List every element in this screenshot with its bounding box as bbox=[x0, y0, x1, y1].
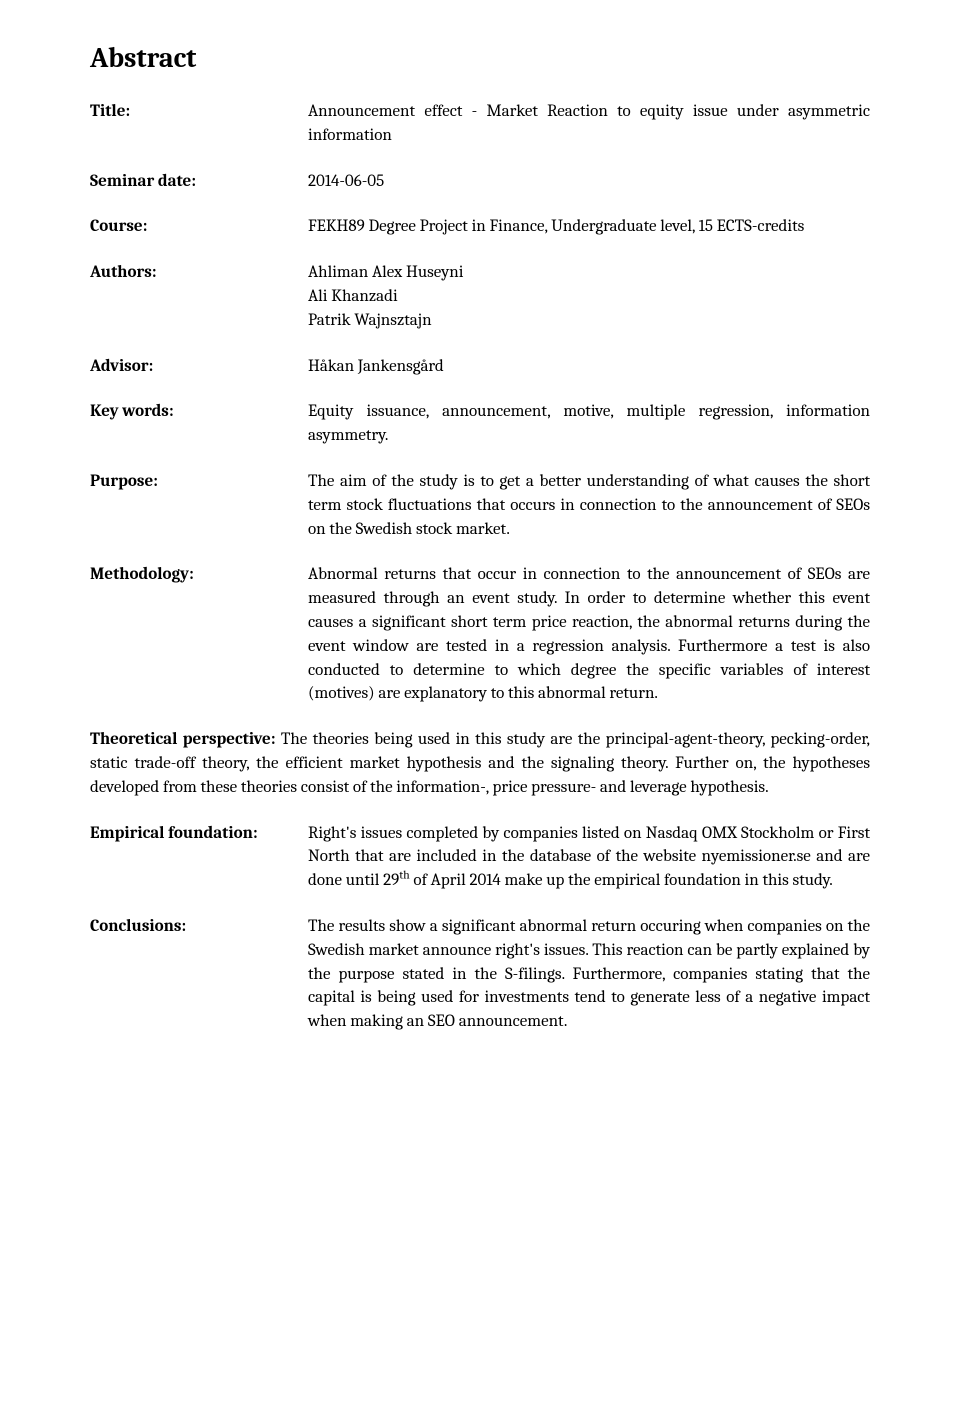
label-conclusions: Conclusions: bbox=[90, 915, 308, 939]
value-methodology: Abnormal returns that occur in connectio… bbox=[308, 563, 870, 706]
label-authors: Authors: bbox=[90, 261, 308, 285]
value-advisor: Håkan Jankensgård bbox=[308, 355, 870, 379]
row-key-words: Key words: Equity issuance, announcement… bbox=[90, 400, 870, 448]
row-advisor: Advisor: Håkan Jankensgård bbox=[90, 355, 870, 379]
row-authors: Authors: Ahliman Alex Huseyni Ali Khanza… bbox=[90, 261, 870, 332]
author-line-3: Patrik Wajnsztajn bbox=[308, 309, 870, 333]
row-purpose: Purpose: The aim of the study is to get … bbox=[90, 470, 870, 541]
value-conclusions: The results show a significant abnormal … bbox=[308, 915, 870, 1034]
value-authors: Ahliman Alex Huseyni Ali Khanzadi Patrik… bbox=[308, 261, 870, 332]
row-empirical-foundation: Empirical foundation: Right's issues com… bbox=[90, 822, 870, 893]
row-course: Course: FEKH89 Degree Project in Finance… bbox=[90, 215, 870, 239]
value-title: Announcement effect - Market Reaction to… bbox=[308, 100, 870, 148]
row-conclusions: Conclusions: The results show a signific… bbox=[90, 915, 870, 1034]
label-seminar-date: Seminar date: bbox=[90, 170, 308, 194]
row-seminar-date: Seminar date: 2014-06-05 bbox=[90, 170, 870, 194]
abstract-page: Abstract Title: Announcement effect - Ma… bbox=[0, 0, 960, 1116]
row-methodology: Methodology: Abnormal returns that occur… bbox=[90, 563, 870, 706]
row-theoretical-perspective: Theoretical perspective: The theories be… bbox=[90, 728, 870, 799]
label-purpose: Purpose: bbox=[90, 470, 308, 494]
value-purpose: The aim of the study is to get a better … bbox=[308, 470, 870, 541]
author-line-2: Ali Khanzadi bbox=[308, 285, 870, 309]
value-seminar-date: 2014-06-05 bbox=[308, 170, 870, 194]
label-key-words: Key words: bbox=[90, 400, 308, 424]
label-title: Title: bbox=[90, 100, 308, 124]
label-empirical-foundation: Empirical foundation: bbox=[90, 822, 308, 846]
label-theoretical-perspective: Theoretical perspective: bbox=[90, 730, 275, 749]
author-line-1: Ahliman Alex Huseyni bbox=[308, 261, 870, 285]
label-course: Course: bbox=[90, 215, 308, 239]
page-heading: Abstract bbox=[90, 42, 870, 74]
label-advisor: Advisor: bbox=[90, 355, 308, 379]
value-course: FEKH89 Degree Project in Finance, Underg… bbox=[308, 215, 870, 239]
label-methodology: Methodology: bbox=[90, 563, 308, 587]
row-title: Title: Announcement effect - Market Reac… bbox=[90, 100, 870, 148]
value-empirical-foundation: Right's issues completed by companies li… bbox=[308, 822, 870, 893]
value-key-words: Equity issuance, announcement, motive, m… bbox=[308, 400, 870, 448]
